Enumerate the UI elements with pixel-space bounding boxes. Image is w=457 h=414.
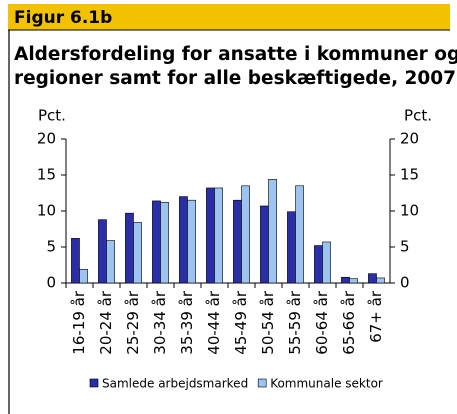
y-tick-label: 0 [46,274,56,292]
y-tick-label: 10 [37,202,56,220]
bar [179,196,188,284]
chart-title: Aldersfordeling for ansatte i kommuner o… [14,44,457,65]
y2-tick-label: 5 [400,238,410,256]
legend-label: Kommunale sektor [270,377,383,391]
bar [133,222,142,284]
bar [160,202,169,284]
y-axis-label: Pct. [38,107,66,125]
bar [125,212,134,284]
chart-title: regioner samt for alle beskæftigede, 200… [14,68,456,89]
bar [71,238,80,284]
bar [376,277,385,284]
bar [314,245,323,284]
bar [206,187,215,284]
y-tick-label: 5 [46,238,56,256]
bar [241,185,250,284]
x-tick-label: 55-59 år [286,290,304,355]
x-tick-label: 50-54 år [259,290,277,355]
header-bar [8,4,450,30]
x-tick-label: 65-66 år [340,290,358,355]
y-tick-label: 15 [37,166,56,184]
bar [260,205,269,284]
bar [106,240,115,284]
x-tick-label: 67+ år [367,290,385,343]
x-tick-label: 30-34 år [151,290,169,355]
bar [341,276,350,284]
bar [79,269,88,284]
bar [287,211,296,284]
x-tick-label: 25-29 år [124,290,142,355]
y2-tick-label: 10 [400,202,419,220]
legend-swatch [257,378,267,388]
bar [187,199,196,284]
x-tick-label: 16-19 år [70,290,88,355]
legend-swatch [89,378,99,388]
y-tick-label: 20 [37,130,56,148]
bar [98,219,107,284]
bar [368,273,377,284]
x-tick-label: 35-39 år [178,290,196,355]
y2-axis-label: Pct. [404,107,432,125]
bar [152,200,161,284]
bar [349,278,358,284]
bar [268,179,277,284]
x-tick-label: 45-49 år [232,290,250,355]
y2-tick-label: 0 [400,274,410,292]
legend-label: Samlede arbejdsmarked [102,377,248,391]
y2-tick-label: 15 [400,166,419,184]
bar [233,199,242,284]
bar [322,241,331,284]
x-tick-label: 60-64 år [313,290,331,355]
x-tick-label: 40-44 år [205,290,223,355]
x-tick-label: 20-24 år [97,290,115,355]
figure-label: Figur 6.1b [14,8,112,28]
bar [214,187,223,284]
y2-tick-label: 20 [400,130,419,148]
bar [295,185,304,284]
